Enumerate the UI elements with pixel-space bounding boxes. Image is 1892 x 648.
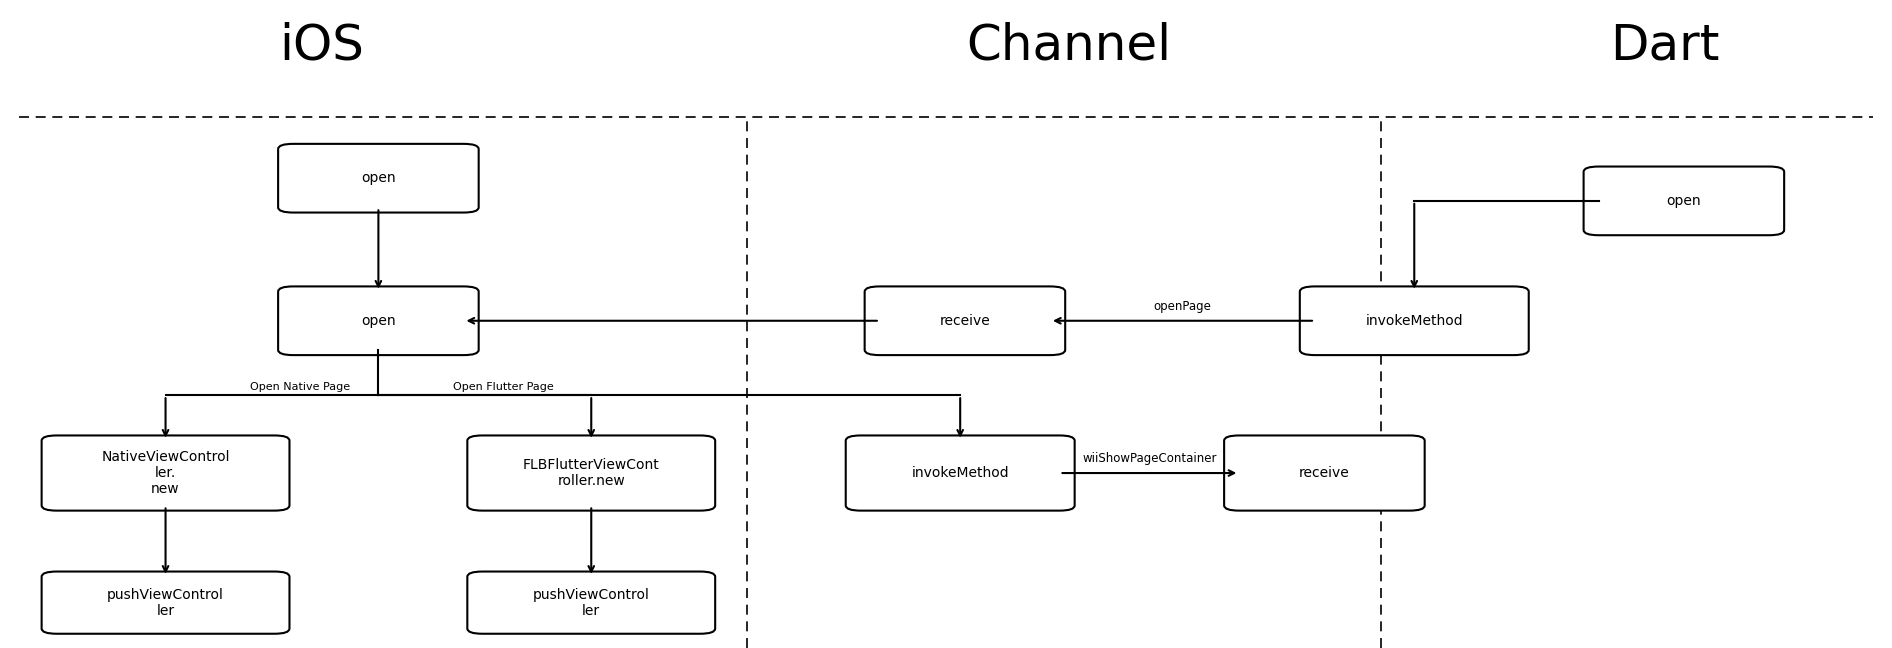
Text: receive: receive <box>1300 466 1349 480</box>
Text: wiiShowPageContainer: wiiShowPageContainer <box>1082 452 1217 465</box>
Text: Open Flutter Page: Open Flutter Page <box>454 382 554 392</box>
FancyBboxPatch shape <box>1224 435 1425 511</box>
Text: Channel: Channel <box>967 21 1171 69</box>
FancyBboxPatch shape <box>1584 167 1784 235</box>
Text: pushViewControl
ler: pushViewControl ler <box>108 588 223 618</box>
FancyBboxPatch shape <box>865 286 1065 355</box>
Text: openPage: openPage <box>1154 300 1211 313</box>
Text: invokeMethod: invokeMethod <box>1366 314 1463 328</box>
Text: FLBFlutterViewCont
roller.new: FLBFlutterViewCont roller.new <box>522 458 660 488</box>
Text: receive: receive <box>940 314 990 328</box>
FancyBboxPatch shape <box>846 435 1075 511</box>
FancyBboxPatch shape <box>467 435 715 511</box>
Text: iOS: iOS <box>280 21 363 69</box>
Text: NativeViewControl
ler.
new: NativeViewControl ler. new <box>102 450 229 496</box>
Text: Open Native Page: Open Native Page <box>250 382 350 392</box>
FancyBboxPatch shape <box>278 286 479 355</box>
Text: Dart: Dart <box>1610 21 1720 69</box>
FancyBboxPatch shape <box>467 572 715 634</box>
Text: open: open <box>361 314 395 328</box>
FancyBboxPatch shape <box>42 435 289 511</box>
Text: open: open <box>361 171 395 185</box>
FancyBboxPatch shape <box>42 572 289 634</box>
FancyBboxPatch shape <box>278 144 479 213</box>
FancyBboxPatch shape <box>1300 286 1529 355</box>
Text: invokeMethod: invokeMethod <box>912 466 1008 480</box>
Text: pushViewControl
ler: pushViewControl ler <box>534 588 649 618</box>
Text: open: open <box>1667 194 1701 208</box>
